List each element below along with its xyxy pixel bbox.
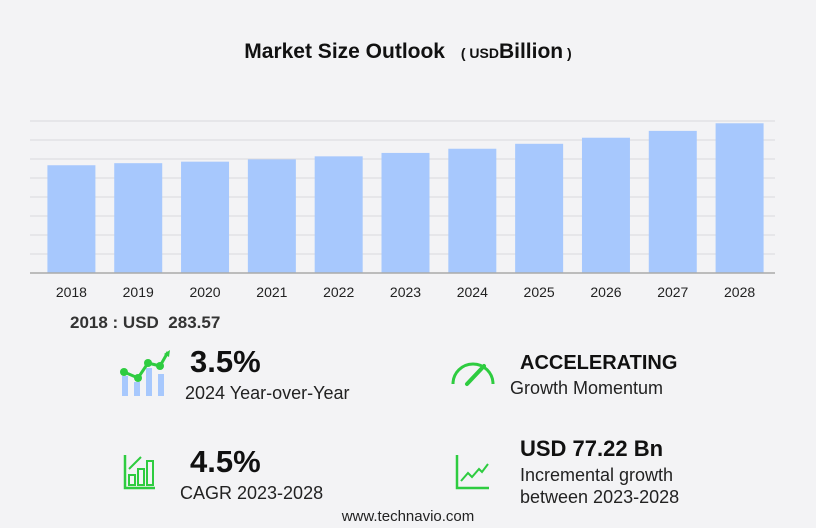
bar-2028	[715, 123, 764, 273]
x-tick-label: 2022	[323, 284, 354, 300]
footer-url[interactable]: www.technavio.com	[341, 508, 475, 525]
bar-growth-icon	[123, 455, 155, 490]
cagr-value: 4.5%	[190, 444, 261, 479]
bar-2018	[47, 165, 96, 273]
bar-2021	[247, 159, 296, 273]
x-tick-label: 2023	[390, 284, 421, 300]
unit-currency: USD	[469, 45, 499, 61]
incremental-label-1: Incremental growth	[520, 465, 674, 485]
growth-chart-icon	[120, 350, 170, 396]
bar-2025	[515, 143, 564, 273]
bar-2026	[581, 137, 630, 273]
bar-2023	[381, 152, 430, 273]
bar-2020	[181, 161, 230, 273]
title-text: Market Size Outlook	[244, 40, 445, 63]
x-tick-label: 2027	[657, 284, 688, 300]
yoy-label: 2024 Year-over-Year	[185, 383, 350, 403]
x-tick-label: 2018	[56, 284, 87, 300]
bar-2019	[114, 163, 163, 273]
x-tick-label: 2025	[524, 284, 555, 300]
x-tick-label: 2020	[189, 284, 220, 300]
bar-2022	[314, 156, 363, 273]
x-tick-label: 2028	[724, 284, 755, 300]
yoy-value: 3.5%	[190, 344, 261, 379]
incremental-value: USD 77.22 Bn	[520, 436, 664, 461]
unit-paren-close: )	[567, 45, 572, 61]
bar-2027	[648, 130, 697, 273]
cagr-label: CAGR 2023-2028	[180, 483, 324, 503]
x-tick-label: 2019	[123, 284, 154, 300]
unit-paren: (	[460, 45, 466, 61]
momentum-label: Growth Momentum	[510, 378, 664, 398]
bar-2024	[448, 148, 497, 273]
bar-chart: 2018 2019 2020 2021 2022 2023 2024 2025 2026 2027…	[30, 120, 775, 300]
base-year-value: 2018 : USD 283.57	[70, 313, 220, 333]
x-tick-label: 2021	[256, 284, 287, 300]
x-tick-label: 2026	[590, 284, 621, 300]
momentum-value: ACCELERATING	[520, 352, 678, 374]
base-year-label: 2018 : USD	[70, 313, 159, 332]
x-tick-label: 2024	[457, 284, 488, 300]
chart-title: Market Size Outlook ( USDBillion )	[0, 40, 816, 64]
incremental-label-2: between 2023-2028	[520, 487, 680, 507]
base-year-number: 283.57	[168, 313, 221, 332]
trend-line-icon	[455, 455, 489, 490]
unit-scale: Billion	[498, 40, 564, 63]
speedometer-icon	[451, 362, 495, 386]
